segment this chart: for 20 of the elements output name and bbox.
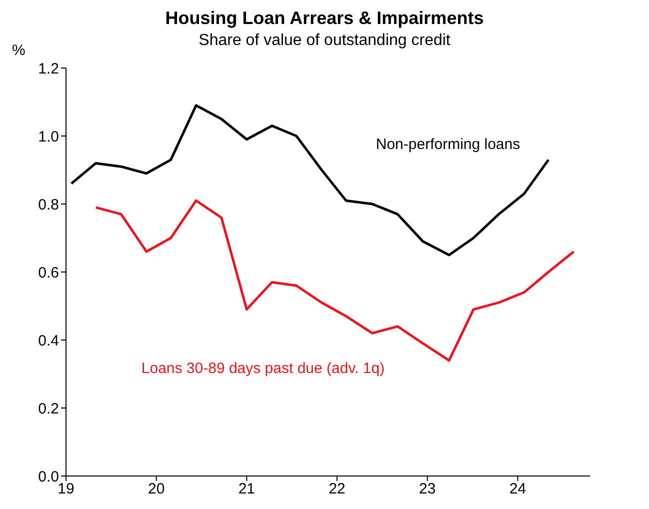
chart-title: Housing Loan Arrears & Impairments (164, 8, 485, 29)
x-tick-label: 20 (148, 480, 165, 498)
line-series (70, 104, 550, 256)
y-tick-label: 1.2 (38, 60, 59, 78)
y-tick-label: 0.2 (38, 400, 59, 418)
chart-subtitle: Share of value of outstanding credit (198, 32, 450, 49)
y-axis-title: % (12, 42, 26, 59)
y-tick-label: 0.4 (38, 332, 59, 350)
x-tick-label: 23 (419, 480, 436, 498)
y-tick-label: 1.0 (38, 128, 59, 146)
x-tick-label: 22 (328, 480, 346, 498)
series-label: Loans 30-89 days past due (adv. 1q) (140, 360, 386, 377)
x-tick-label: 24 (509, 480, 526, 498)
x-tick-label: 19 (58, 480, 74, 498)
y-tick-label: 0.6 (38, 264, 59, 282)
series-label: Non-performing loans (374, 136, 522, 153)
line-series (94, 199, 575, 362)
x-tick-label: 21 (238, 480, 256, 498)
y-tick-label: 0.0 (38, 468, 59, 486)
y-tick-label: 0.8 (38, 196, 59, 214)
